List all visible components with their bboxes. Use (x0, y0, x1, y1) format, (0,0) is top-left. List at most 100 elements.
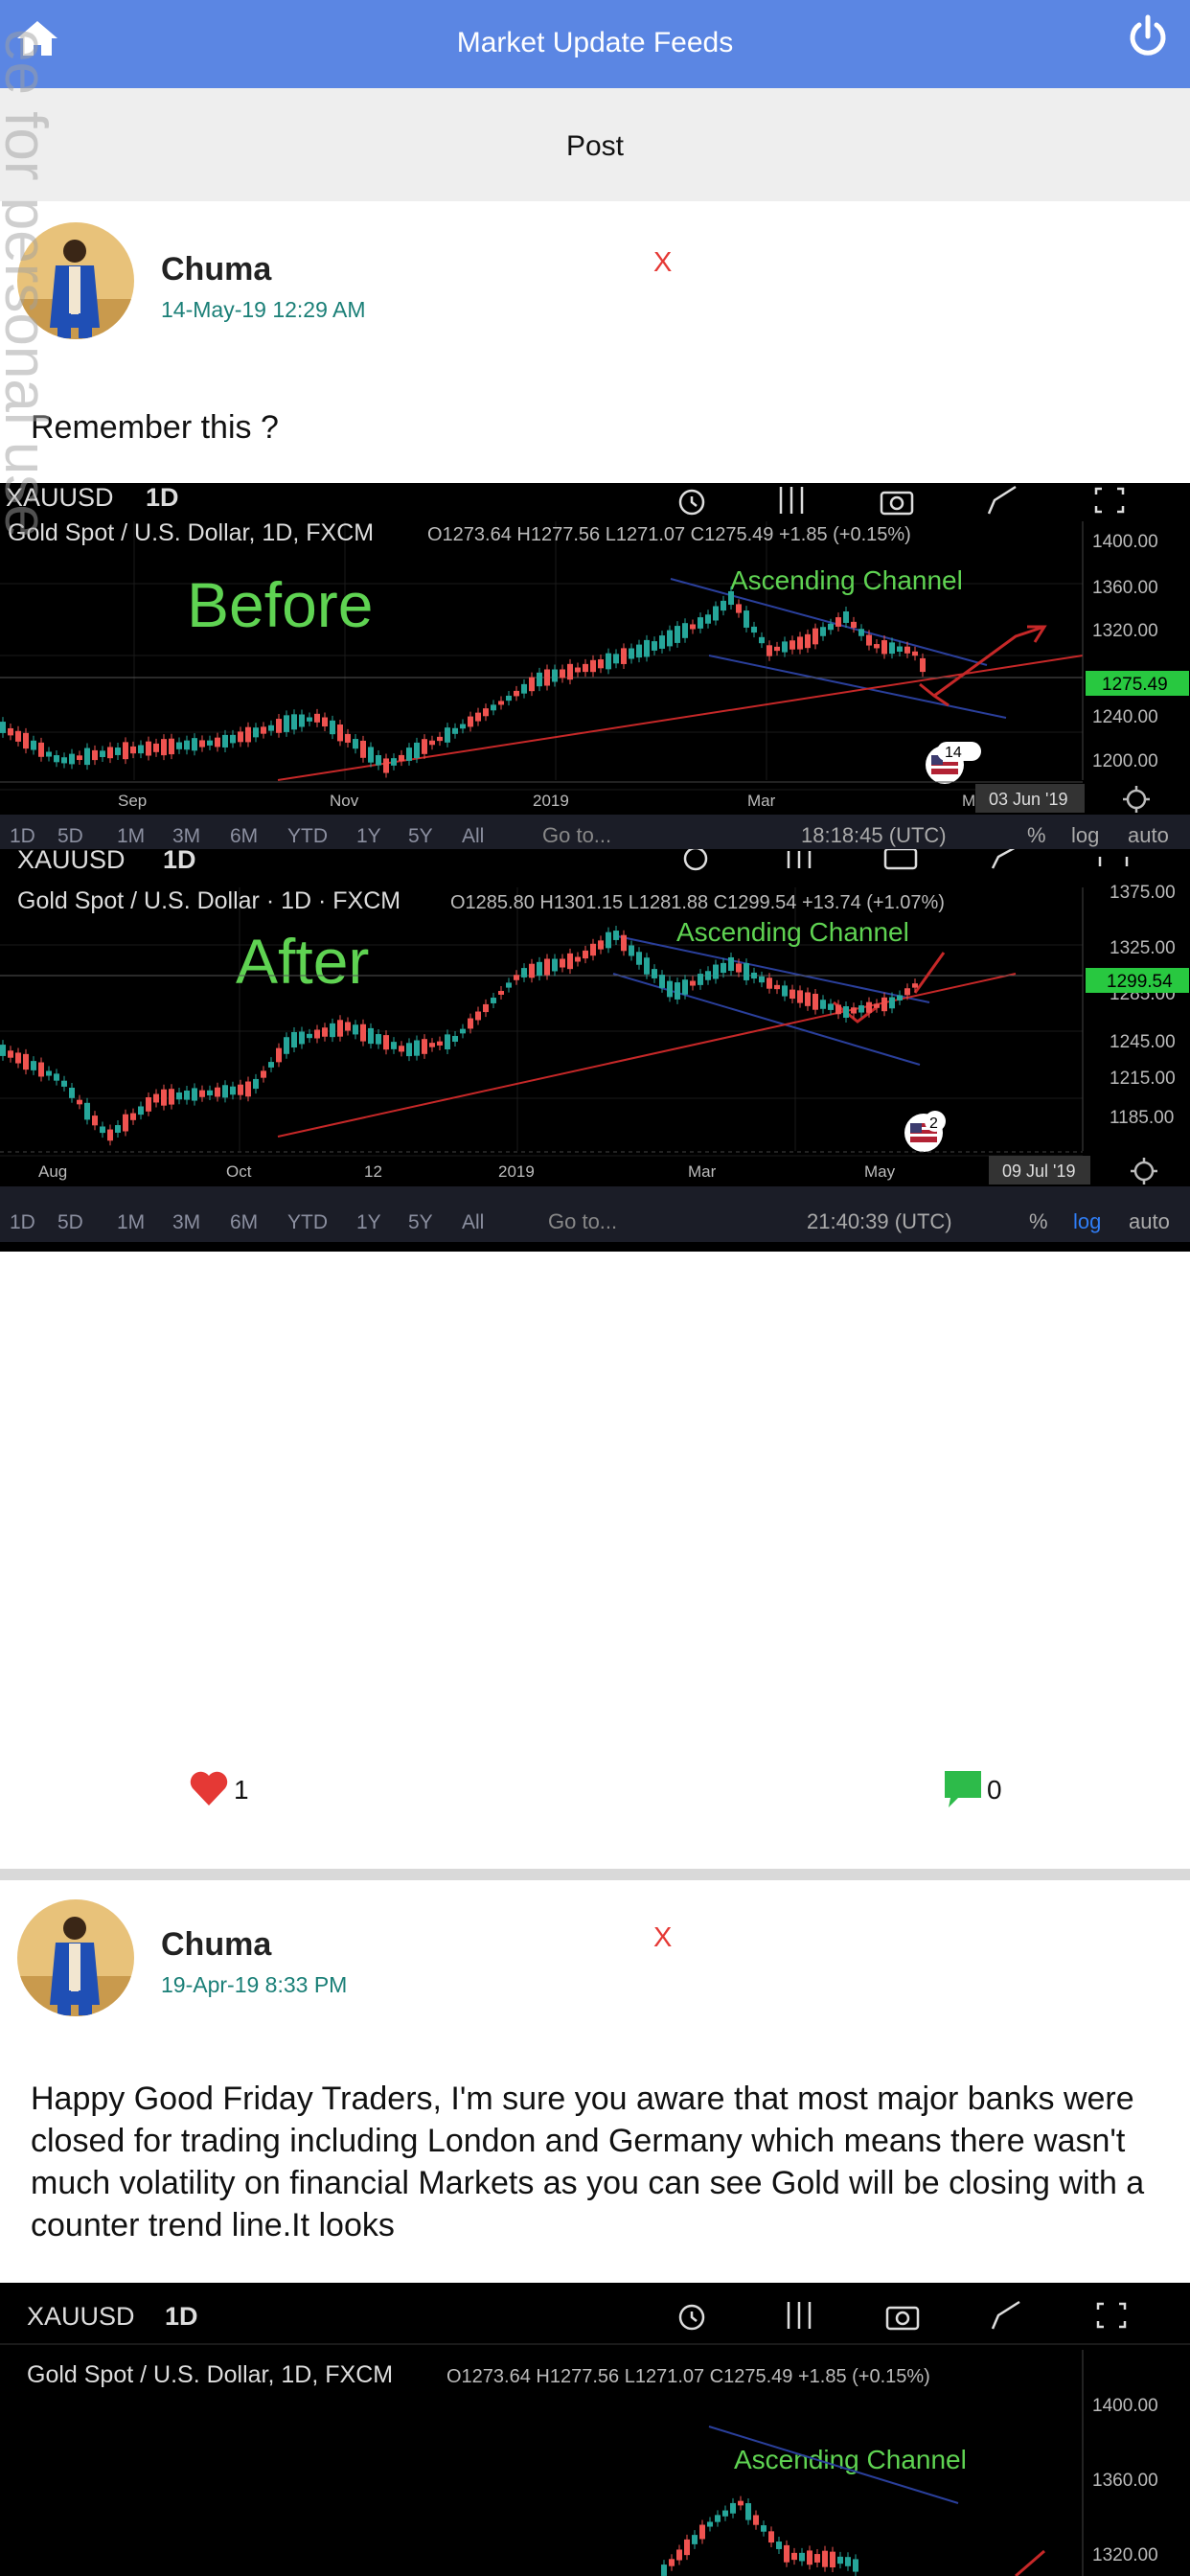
candle (100, 750, 105, 757)
goto-button[interactable]: Go to... (548, 1209, 617, 1233)
range-button-6m[interactable]: 6M (230, 825, 258, 847)
auto-scale-button[interactable]: auto (1129, 1209, 1170, 1233)
home-icon[interactable] (13, 17, 61, 59)
range-button-1d[interactable]: 1D (10, 825, 35, 847)
fullscreen-icon[interactable] (1096, 2302, 1127, 2329)
candle (567, 663, 573, 680)
range-button-3m[interactable]: 3M (172, 1211, 200, 1233)
candle (184, 1090, 190, 1100)
price-tick: 1240.00 (1092, 707, 1158, 727)
chart-interval[interactable]: 1D (165, 2302, 198, 2331)
candle (874, 1003, 880, 1008)
chart-interval[interactable]: 1D (146, 483, 179, 512)
log-scale-button[interactable]: log (1073, 1209, 1101, 1233)
range-button-1y[interactable]: 1Y (356, 1211, 381, 1233)
chart-image-before[interactable]: XAUUSD 1D Gold Spot / U.S. Dollar, 1D, F… (0, 483, 1190, 849)
drawing-icon[interactable] (987, 485, 1017, 515)
range-button-6m[interactable]: 6M (230, 1211, 258, 1233)
indicators-icon[interactable] (787, 851, 812, 868)
delete-post-button[interactable]: X (653, 1922, 673, 1953)
candle (268, 724, 274, 731)
candle (84, 1102, 90, 1120)
percent-scale-button[interactable]: % (1029, 1209, 1048, 1233)
settings-icon[interactable] (1131, 1158, 1157, 1184)
post-author[interactable]: Chuma (161, 1926, 272, 1963)
candle (667, 630, 673, 647)
chart-symbol[interactable]: XAUUSD (27, 2302, 135, 2331)
alarm-icon[interactable] (678, 2304, 705, 2331)
indicators-icon[interactable] (787, 2302, 812, 2329)
candle (445, 1034, 450, 1050)
fullscreen-icon[interactable] (1094, 487, 1125, 514)
chart-ohlc: O1273.64 H1277.56 L1271.07 C1275.49 +1.8… (427, 524, 911, 545)
range-button-5d[interactable]: 5D (57, 1211, 83, 1233)
snapshot-icon[interactable] (883, 849, 918, 870)
chart-symbol[interactable]: XAUUSD (6, 483, 114, 512)
delete-post-button[interactable]: X (653, 247, 673, 278)
alarm-icon[interactable] (683, 849, 708, 871)
candle (705, 614, 711, 624)
candle (858, 1005, 864, 1013)
range-button-ytd[interactable]: YTD (287, 825, 328, 847)
chart-symbol[interactable]: XAUUSD (17, 849, 126, 874)
candle (130, 1113, 136, 1120)
chart-image-after[interactable]: XAUUSD 1D Gold Spot / U.S. Dollar · 1D ·… (0, 849, 1190, 1206)
chart-image[interactable]: XAUUSD 1D Gold Spot / U.S. Dollar, 1D, F… (0, 2283, 1190, 2576)
range-button-3m[interactable]: 3M (172, 825, 200, 847)
fullscreen-icon[interactable] (1098, 857, 1129, 866)
range-button-5y[interactable]: 5Y (408, 1211, 433, 1233)
heart-icon[interactable] (188, 1769, 230, 1807)
candle (728, 956, 734, 972)
alarm-icon[interactable] (678, 489, 705, 516)
candle (337, 724, 343, 742)
candle (153, 1093, 159, 1103)
range-button-5d[interactable]: 5D (57, 825, 83, 847)
indicators-icon[interactable] (779, 487, 804, 514)
log-scale-button[interactable]: log (1071, 823, 1099, 847)
snapshot-icon[interactable] (885, 2306, 920, 2331)
post-button[interactable]: Post (565, 130, 625, 162)
chart-interval[interactable]: 1D (163, 849, 196, 874)
range-button-1m[interactable]: 1M (117, 825, 145, 847)
candle (782, 985, 788, 997)
range-button-1d[interactable]: 1D (10, 1211, 35, 1233)
candle (153, 743, 159, 752)
candle (230, 734, 236, 744)
candle (345, 1022, 351, 1031)
candle (629, 945, 634, 956)
range-button-all[interactable]: All (462, 825, 484, 847)
candle (866, 1001, 872, 1013)
post-author[interactable]: Chuma (161, 251, 272, 288)
x-tick: Sep (118, 792, 147, 810)
snapshot-icon[interactable] (880, 491, 914, 516)
candle (583, 663, 588, 673)
candle (284, 715, 289, 732)
chart-legend: Gold Spot / U.S. Dollar · 1D · FXCM (17, 887, 400, 914)
percent-scale-button[interactable]: % (1027, 823, 1046, 847)
candle (791, 2552, 797, 2561)
candle (222, 734, 228, 748)
candle (851, 621, 857, 629)
drawing-icon[interactable] (991, 2300, 1020, 2330)
power-icon[interactable] (1125, 13, 1171, 59)
candle (537, 672, 542, 687)
range-button-ytd[interactable]: YTD (287, 1211, 328, 1233)
range-button-1m[interactable]: 1M (117, 1211, 145, 1233)
candle (238, 731, 243, 743)
comment-count: 0 (987, 1775, 1002, 1805)
drawing-icon[interactable] (991, 849, 1019, 869)
range-button-5y[interactable]: 5Y (408, 825, 433, 847)
candle (31, 1061, 36, 1070)
auto-scale-button[interactable]: auto (1128, 823, 1169, 847)
candle (23, 1053, 29, 1070)
candle (835, 617, 841, 627)
candle (429, 1043, 435, 1047)
settings-icon[interactable] (1123, 786, 1150, 813)
candle (399, 1046, 404, 1052)
goto-button[interactable]: Go to... (542, 823, 611, 847)
candle (69, 1087, 75, 1098)
range-button-1y[interactable]: 1Y (356, 825, 381, 847)
comment-icon[interactable] (943, 1769, 983, 1809)
post-bar: Post (0, 88, 1190, 201)
range-button-all[interactable]: All (462, 1211, 484, 1233)
